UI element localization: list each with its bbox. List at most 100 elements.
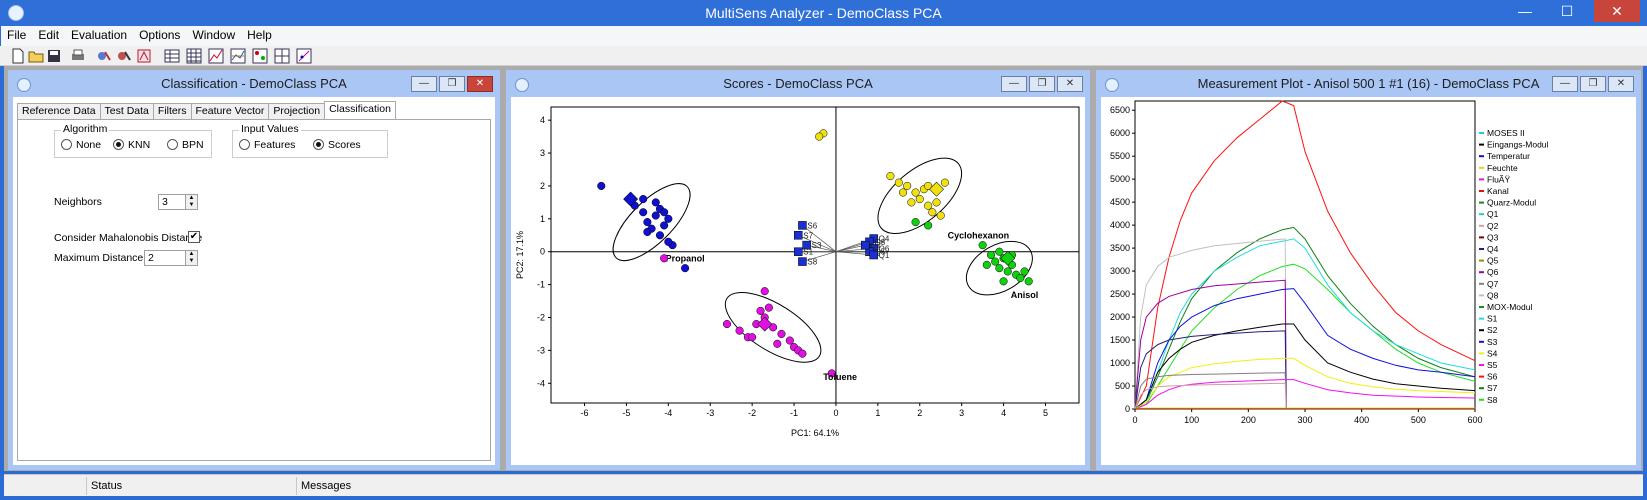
classify-icon[interactable]: [136, 48, 152, 64]
radio-bpn[interactable]: BPN: [167, 139, 204, 151]
print-icon[interactable]: [70, 48, 86, 64]
series-line-s4: [1134, 357, 1476, 410]
pca-icon[interactable]: [296, 48, 312, 64]
loading-vector: [802, 251, 837, 262]
legend-label: S6: [1487, 372, 1498, 382]
restore-icon[interactable]: ❐: [1580, 76, 1606, 92]
grid-icon[interactable]: [186, 48, 202, 64]
radio-none-indicator: [61, 139, 72, 150]
x-tick-label: 4: [1001, 408, 1006, 418]
score-point: [924, 201, 933, 210]
mahalanobis-checkbox[interactable]: ✔: [188, 231, 200, 243]
menu-bar: File Edit Evaluation Options Window Help: [0, 26, 1647, 46]
measure-icon[interactable]: [96, 48, 112, 64]
x-tick-label: 300: [1297, 415, 1312, 425]
score-point: [798, 349, 807, 358]
open-folder-icon[interactable]: [28, 48, 44, 64]
menu-options[interactable]: Options: [139, 28, 181, 42]
classification-window-title-bar: Classification - DemoClass PCA — ❐ ✕: [13, 75, 495, 97]
loading-label: Q2: [870, 241, 881, 250]
new-file-icon[interactable]: [10, 48, 26, 64]
loading-vector: [802, 225, 837, 252]
tab-reference-data[interactable]: Reference Data: [17, 103, 101, 119]
score-point: [760, 287, 769, 296]
x-tick-label: 400: [1354, 415, 1369, 425]
centroid-marker: [623, 191, 639, 207]
toolbar: [0, 46, 1647, 66]
table-icon[interactable]: [164, 48, 180, 64]
loading-vector: [835, 244, 866, 253]
restore-icon[interactable]: ❐: [1029, 76, 1055, 92]
y-tick-label: 0: [540, 247, 545, 257]
score-point: [928, 208, 937, 217]
close-icon[interactable]: ✕: [467, 76, 493, 92]
neighbors-label: Neighbors: [54, 196, 102, 208]
x-tick-label: -1: [790, 408, 798, 418]
spin-arrows-icon[interactable]: ▲ ▼: [185, 251, 197, 265]
menu-edit[interactable]: Edit: [38, 28, 60, 42]
tab-feature-vector[interactable]: Feature Vector: [190, 103, 270, 119]
menu-file[interactable]: File: [7, 28, 27, 42]
layout-icon[interactable]: [274, 48, 290, 64]
minimize-icon[interactable]: —: [1552, 76, 1578, 92]
x-tick-label: -6: [581, 408, 589, 418]
restore-icon[interactable]: ❐: [439, 76, 465, 92]
tab-projection[interactable]: Projection: [268, 103, 326, 119]
radio-none[interactable]: None: [61, 139, 101, 151]
y-tick-label: 1: [540, 214, 545, 224]
spin-arrows-icon[interactable]: ▲ ▼: [185, 195, 197, 209]
score-point: [999, 277, 1008, 286]
tab-filters[interactable]: Filters: [152, 103, 192, 119]
score-point: [894, 178, 903, 187]
save-icon[interactable]: [46, 48, 62, 64]
maximize-button[interactable]: ☐: [1560, 3, 1574, 19]
radio-scores[interactable]: Scores: [313, 139, 361, 151]
score-point: [903, 181, 912, 190]
loading-marker: [798, 221, 807, 230]
loading-marker: [861, 240, 870, 250]
measurement-chart[interactable]: 0 100 200 300 400 500 600050010001500200025003…: [1101, 97, 1636, 470]
minimize-button[interactable]: —: [1518, 3, 1532, 19]
score-point: [898, 188, 908, 197]
loading-marker: [798, 257, 807, 266]
minimize-icon[interactable]: —: [1001, 76, 1027, 92]
loading-marker: [869, 250, 878, 260]
score-point: [597, 181, 606, 190]
x-axis-label: PC1: 64.1%: [791, 428, 839, 438]
x-tick-label: -3: [706, 408, 714, 418]
menu-evaluation[interactable]: Evaluation: [71, 28, 128, 42]
legend-label: Q4: [1487, 244, 1499, 254]
line-chart-icon[interactable]: [208, 48, 224, 64]
score-point: [995, 264, 1004, 273]
menu-help[interactable]: Help: [247, 28, 272, 42]
radio-features[interactable]: Features: [239, 139, 295, 151]
score-plot-icon[interactable]: [252, 48, 268, 64]
tab-test-data[interactable]: Test Data: [99, 103, 154, 119]
tab-classification[interactable]: Classification: [324, 101, 396, 120]
menu-window[interactable]: Window: [192, 28, 236, 42]
score-point: [777, 329, 786, 338]
scores-chart[interactable]: -6 -5 -4 -3 -2 -1 0 1 2 3 4 5 -4 -3 -2 -1 0 1 2 3 4 PC1: 64.1…: [511, 97, 1085, 470]
close-button[interactable]: ✕: [1594, 0, 1640, 22]
radio-knn[interactable]: KNN: [113, 139, 150, 151]
legend-label: S7: [1487, 383, 1498, 393]
score-point: [924, 221, 933, 230]
loading-label: Q1: [879, 251, 890, 260]
score-point: [660, 221, 669, 230]
max-distance-stepper[interactable]: 2 ▲ ▼: [144, 250, 198, 266]
legend-label: Quarz-Modul: [1487, 198, 1536, 208]
series-line-s8: [1134, 263, 1476, 410]
score-point: [924, 181, 933, 190]
y-tick-label: -3: [537, 345, 545, 355]
neighbors-stepper[interactable]: 3 ▲ ▼: [158, 194, 198, 210]
x-tick-label: -4: [664, 408, 672, 418]
multi-chart-icon[interactable]: [230, 48, 246, 64]
analyze-icon[interactable]: [116, 48, 132, 64]
measurement-content: 0 100 200 300 400 500 600 0 500 1000 1500 2000 2500 3…: [1101, 97, 1636, 465]
score-point: [978, 241, 987, 250]
minimize-icon[interactable]: —: [411, 76, 437, 92]
close-icon[interactable]: ✕: [1057, 76, 1083, 92]
loading-label: Q6: [879, 244, 890, 253]
close-icon[interactable]: ✕: [1608, 76, 1634, 92]
x-tick-label: 500: [1411, 415, 1426, 425]
